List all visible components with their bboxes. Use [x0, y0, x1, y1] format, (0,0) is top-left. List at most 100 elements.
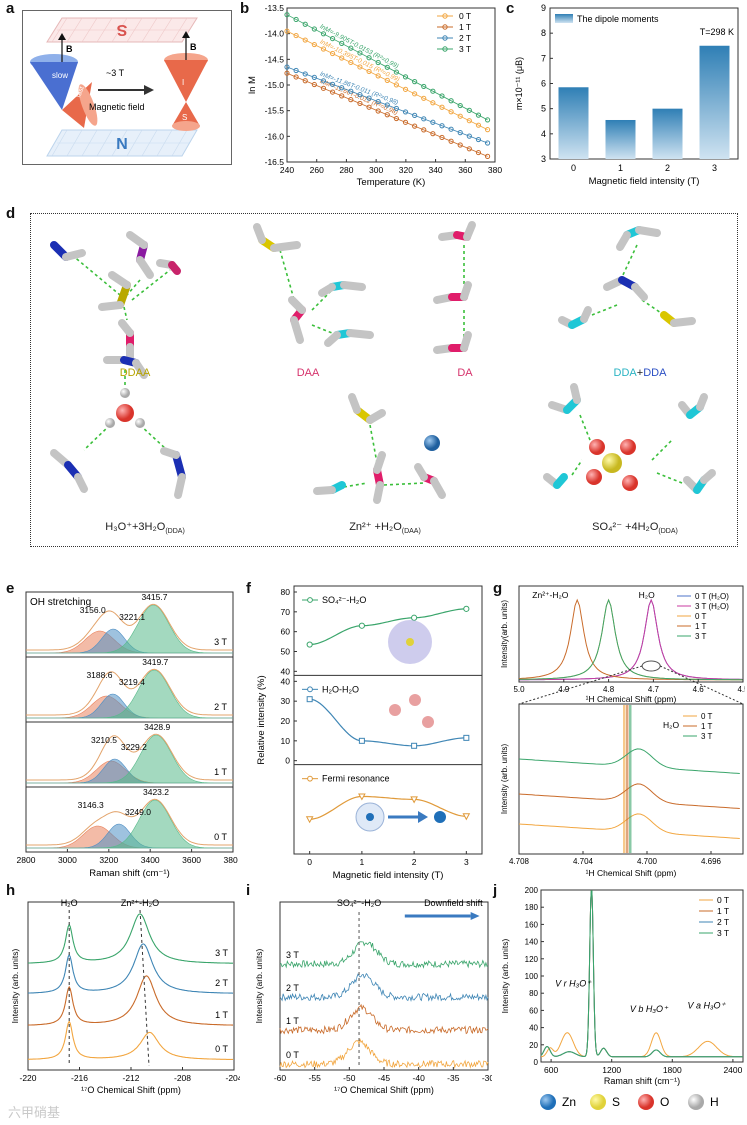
data-point — [393, 82, 400, 88]
data-point — [466, 118, 472, 124]
fast-cone: fast — [62, 82, 98, 128]
data-point — [448, 98, 454, 104]
legend-label: 3 T — [459, 44, 471, 54]
raman-curve — [540, 890, 743, 1058]
data-point — [302, 21, 308, 27]
x-axis-label: Magnetic field intensity (T) — [589, 176, 700, 187]
data-point — [462, 813, 471, 821]
y-axis-label: Intensity (arb. units) — [500, 744, 509, 815]
fermi-inset-zn — [366, 813, 374, 821]
mode-label-a: V a H₃O⁺ — [687, 1001, 726, 1011]
x-axis-label: ¹H Chemical Shift (ppm) — [586, 868, 677, 878]
data-point — [375, 98, 381, 105]
panel-j-chart: 0 T1 T2 T3 TV r H₃O⁺V b H₃O⁺ V a H₃O⁺600 1… — [500, 886, 744, 1086]
x-tick-label: 380 — [488, 165, 502, 175]
field-label: 3 T — [214, 637, 227, 647]
data-point — [375, 108, 381, 114]
y-axis-label: Intensity (arb. units) — [500, 939, 510, 1014]
x-axis-label: Magnetic field intensity (T) — [333, 870, 444, 881]
nmr-curve — [518, 598, 743, 681]
field-label: 0 T — [214, 832, 227, 842]
data-point — [411, 742, 418, 749]
data-point — [357, 100, 363, 107]
legend-label: 1 T — [695, 622, 707, 631]
panel-e-title: OH stretching — [30, 597, 91, 608]
fit-line — [286, 30, 488, 131]
panel-a-schematic: S N slow fast B ~3 T Magnetic field I S — [22, 10, 232, 165]
y-tick-label: 9 — [541, 3, 546, 13]
data-point — [463, 605, 470, 612]
h2o-inset-cluster — [422, 716, 434, 728]
field-label: 2 T — [214, 702, 227, 712]
x-tick-label: 3600 — [182, 855, 201, 865]
plot-frame — [540, 889, 744, 1063]
data-point — [339, 93, 345, 99]
fit-line — [286, 14, 488, 121]
data-point — [410, 796, 418, 804]
mode-label-r: V r H₃O⁺ — [555, 978, 592, 988]
nmr-curve — [28, 913, 233, 964]
data-point — [320, 78, 327, 84]
legend-label: 0 T (H₂O) — [695, 592, 729, 601]
peak-marker-band — [626, 705, 629, 853]
so4-cluster — [543, 383, 716, 494]
peak-label: 3221.1 — [119, 612, 145, 622]
fit-peak-area — [26, 669, 233, 719]
bar — [605, 119, 636, 159]
y-axis-label: Relative intensity (%) — [256, 675, 267, 764]
x-tick-label: 320 — [399, 165, 413, 175]
label-so4: SO₄²⁻ +4H₂O(DDA) — [592, 521, 678, 536]
panel-label-j: j — [493, 882, 498, 899]
x-tick-label: 3200 — [99, 855, 118, 865]
panel-label-e: e — [6, 580, 15, 597]
peak-label: 3219.4 — [119, 677, 145, 687]
x-tick-label: 0 — [571, 163, 576, 173]
y-tick-label: 80 — [529, 989, 538, 998]
x-tick-label: -208 — [174, 1073, 191, 1083]
peak-label: SO₄²⁻-H₂O — [337, 898, 381, 908]
y-tick-label: 10 — [281, 736, 291, 746]
bottom-magnet-grid — [46, 129, 198, 157]
peak-label: 3419.7 — [142, 657, 168, 667]
field-label: 0 T — [286, 1050, 299, 1060]
y-tick-label: 3 — [541, 154, 546, 164]
x-tick-label: 3000 — [58, 855, 77, 865]
atom-label-h: H — [710, 1095, 719, 1109]
zoom-marker — [641, 660, 661, 672]
x-tick-label: -55 — [309, 1073, 322, 1083]
y-axis-label: Intensity (arb. units) — [254, 949, 264, 1024]
field-label: 1 T — [214, 767, 227, 777]
label-daa: DAA — [296, 367, 320, 379]
nmr-curve — [279, 1038, 489, 1069]
legend-marker — [442, 13, 448, 19]
data-point — [421, 127, 427, 133]
peak-marker-band — [629, 705, 632, 853]
x-tick-label: 2800 — [17, 855, 36, 865]
data-point — [339, 40, 345, 46]
zn-atom-icon — [540, 1094, 556, 1110]
bar — [652, 108, 683, 159]
data-point — [366, 68, 372, 75]
top-magnet-grid — [46, 17, 198, 43]
y-tick-label: 180 — [525, 903, 539, 912]
x-tick-label: -216 — [71, 1073, 88, 1083]
x-tick-label: 300 — [369, 165, 383, 175]
data-point — [311, 41, 317, 48]
data-point — [384, 64, 390, 70]
peak-label: 3423.2 — [143, 787, 169, 797]
data-point — [339, 55, 345, 61]
data-point — [439, 93, 445, 99]
nmr-curve — [27, 975, 233, 1026]
field-label: 0 T — [215, 1044, 228, 1054]
peak-label: 3428.9 — [144, 722, 170, 732]
legend-label: 3 T — [695, 632, 707, 641]
y-tick-label: 6 — [541, 79, 546, 89]
data-point — [457, 113, 463, 119]
atom-label-zn: Zn — [562, 1095, 576, 1109]
y-tick-label: 4 — [541, 129, 546, 139]
data-point — [284, 12, 290, 18]
fit-peak-area — [26, 734, 233, 784]
data-point — [306, 696, 313, 703]
trend-curve — [309, 608, 467, 646]
zoom-frame — [518, 703, 744, 855]
